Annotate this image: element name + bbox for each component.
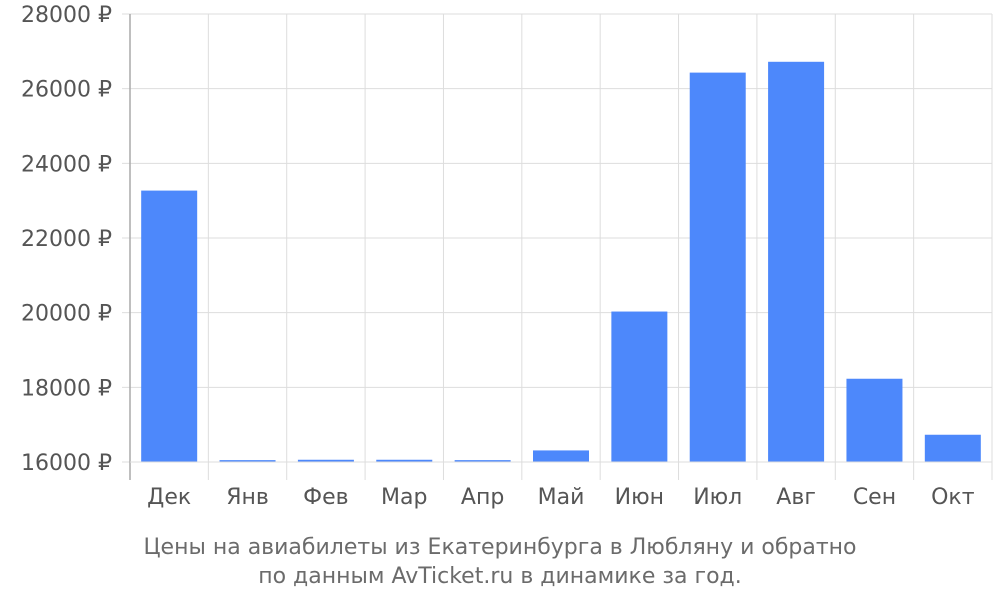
bar xyxy=(141,190,198,462)
bar xyxy=(846,378,903,462)
x-tick-label: Дек xyxy=(147,485,191,510)
x-tick-label: Июл xyxy=(693,485,742,510)
caption-line-1: Цены на авиабилеты из Екатеринбурга в Лю… xyxy=(143,535,857,560)
x-tick-label: Авг xyxy=(776,485,816,510)
axes xyxy=(129,14,993,480)
x-tick-label: Июн xyxy=(615,485,664,510)
y-tick-label: 16000 ₽ xyxy=(21,451,112,476)
bar xyxy=(219,460,276,462)
bar xyxy=(297,459,354,462)
caption-line-2: по данным AvTicket.ru в динамике за год. xyxy=(258,564,742,589)
bar xyxy=(533,450,589,462)
y-tick-label: 26000 ₽ xyxy=(21,78,112,103)
x-tick-label: Апр xyxy=(461,485,504,510)
bar xyxy=(768,61,825,462)
bar xyxy=(689,72,746,462)
bar xyxy=(924,434,981,462)
x-tick-label: Май xyxy=(538,485,585,510)
bar xyxy=(454,460,511,462)
y-tick-labels: 16000 ₽ 18000 ₽ 20000 ₽ 22000 ₽ 24000 ₽ 26000… xyxy=(21,3,112,476)
y-tick-label: 24000 ₽ xyxy=(21,152,112,177)
y-tick-label: 28000 ₽ xyxy=(21,3,112,28)
y-tick-label: 22000 ₽ xyxy=(21,227,112,252)
x-tick-label: Янв xyxy=(226,485,269,510)
grid-lines xyxy=(122,13,993,463)
bar xyxy=(611,311,668,462)
price-bar-chart: 16000 ₽ 18000 ₽ 20000 ₽ 22000 ₽ 24000 ₽ 26000… xyxy=(21,3,993,510)
chart-caption: Цены на авиабилеты из Екатеринбурга в Лю… xyxy=(0,533,1000,591)
x-tick-label: Фев xyxy=(303,485,348,510)
x-tick-label: Мар xyxy=(381,485,427,510)
bars xyxy=(141,61,981,462)
y-tick-label: 20000 ₽ xyxy=(21,302,112,327)
x-tick-label: Окт xyxy=(931,485,975,510)
x-tick-label: Сен xyxy=(853,485,896,510)
y-tick-label: 18000 ₽ xyxy=(21,376,112,401)
x-tick-labels: Дек Янв Фев Мар Апр Май Июн Июл Авг Сен Окт xyxy=(147,485,975,510)
bar xyxy=(376,459,433,462)
